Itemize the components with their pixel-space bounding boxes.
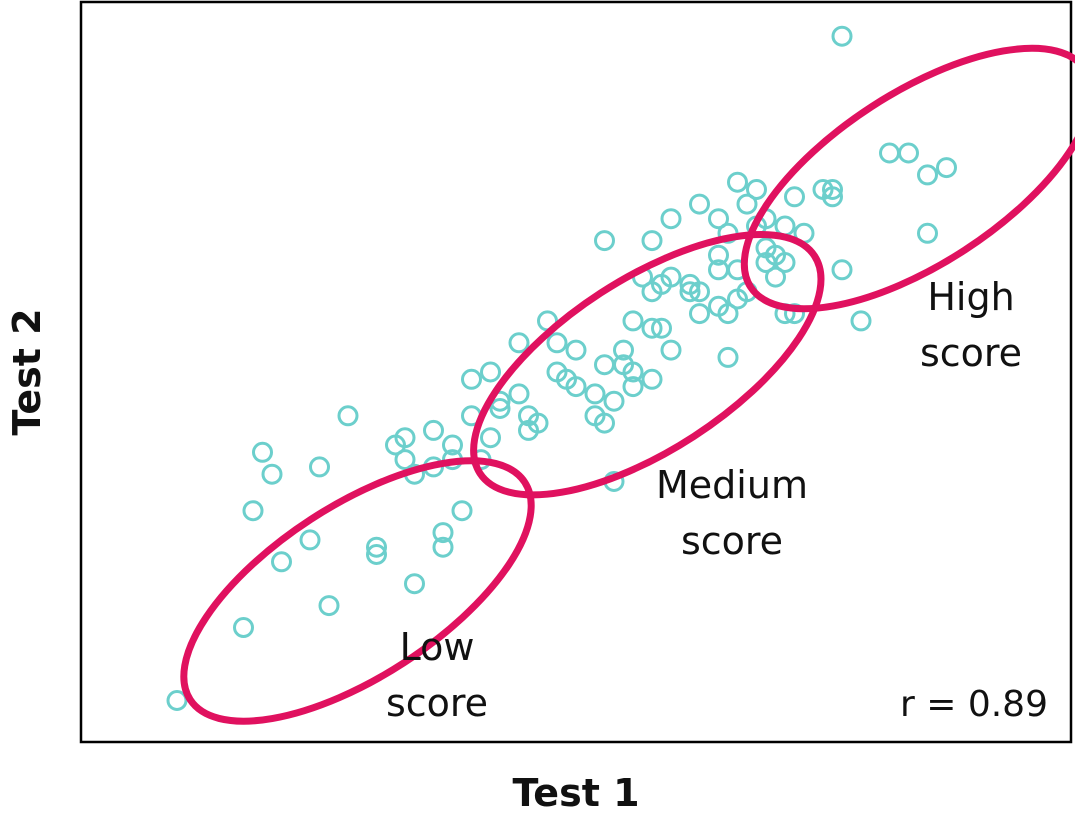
data-point	[660, 266, 682, 288]
data-point	[917, 164, 938, 186]
data-point	[461, 368, 482, 390]
data-point	[252, 441, 273, 463]
group-ellipse-high	[740, 44, 1075, 313]
data-point	[546, 332, 568, 354]
data-point	[850, 310, 872, 332]
data-point	[508, 383, 530, 405]
data-point	[613, 339, 634, 361]
data-point	[309, 456, 330, 478]
data-point	[271, 551, 292, 573]
data-point	[641, 317, 663, 339]
data-point	[822, 179, 843, 200]
group-ellipse-low	[180, 457, 535, 725]
data-point	[651, 317, 672, 339]
y-axis-title: Test 2	[5, 308, 49, 435]
data-point	[936, 157, 957, 179]
data-point	[565, 339, 587, 361]
data-point	[480, 427, 501, 449]
data-point	[337, 405, 359, 427]
data-point	[831, 259, 853, 281]
group-label-layer: Low score Medium score High score	[386, 275, 1022, 725]
data-point	[708, 244, 729, 266]
data-point	[641, 368, 663, 390]
x-axis-title: Test 1	[512, 771, 639, 815]
data-point	[784, 303, 805, 325]
data-point	[689, 303, 710, 325]
data-point	[622, 376, 644, 398]
data-point	[594, 412, 615, 434]
data-point	[366, 544, 387, 565]
group-ellipse-medium	[470, 231, 825, 499]
data-point	[451, 500, 473, 522]
data-point	[774, 252, 796, 273]
data-point	[831, 25, 853, 47]
data-point	[508, 332, 530, 354]
data-point	[717, 346, 739, 368]
data-point	[442, 434, 463, 456]
group-label-low: Low score	[386, 625, 488, 725]
data-point	[394, 449, 416, 471]
data-point	[480, 361, 501, 383]
data-point	[594, 230, 615, 252]
data-point	[299, 529, 321, 551]
data-point	[898, 142, 919, 164]
data-point	[641, 230, 663, 252]
data-point	[784, 186, 805, 208]
data-point	[660, 208, 682, 230]
data-point	[318, 595, 340, 617]
data-point	[717, 303, 739, 325]
data-point	[432, 522, 454, 544]
data-point	[603, 390, 625, 412]
ellipse-layer	[180, 44, 1075, 725]
data-point	[822, 186, 843, 208]
data-point	[679, 281, 701, 303]
data-point	[489, 398, 511, 419]
data-point	[622, 361, 644, 383]
group-label-high: High score	[920, 275, 1022, 375]
data-point	[404, 573, 425, 595]
data-point	[765, 266, 786, 288]
data-point	[584, 383, 606, 405]
group-label-medium: Medium score	[656, 463, 808, 563]
data-point	[432, 536, 454, 558]
correlation-label: r = 0.89	[900, 684, 1048, 725]
data-point	[689, 193, 710, 215]
data-point	[689, 281, 710, 303]
data-point	[233, 617, 254, 638]
data-point	[565, 376, 587, 398]
data-point	[366, 536, 387, 558]
data-point	[736, 193, 758, 215]
data-point	[394, 427, 416, 449]
data-point	[917, 222, 938, 244]
data-point	[660, 339, 682, 361]
data-point	[166, 690, 188, 711]
data-point	[261, 463, 283, 485]
data-point	[746, 179, 767, 200]
data-point	[622, 310, 644, 332]
data-point	[242, 500, 264, 522]
data-point	[727, 171, 748, 193]
data-point	[518, 405, 539, 427]
data-point	[423, 419, 444, 441]
data-point	[708, 208, 729, 230]
